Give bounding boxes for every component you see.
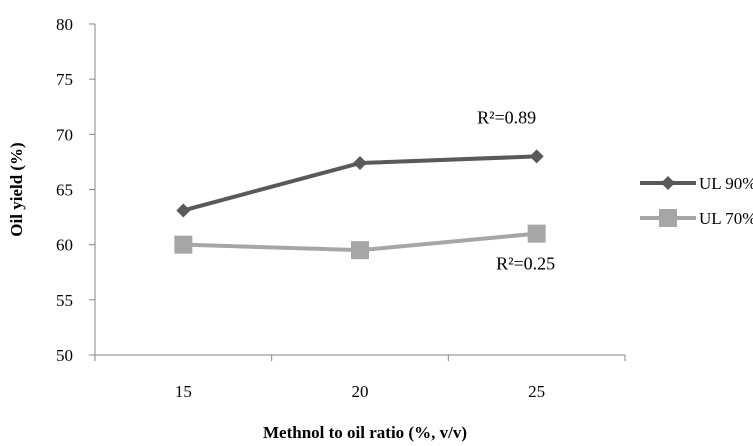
r-squared-label: R²=0.89 [477,107,536,127]
y-tick-label: 60 [56,236,73,255]
legend-marker [661,176,675,190]
y-axis-title: Oil yield (%) [7,142,26,236]
y-tick-label: 55 [56,291,73,310]
y-axis-ticks: 50 55 60 65 70 75 80 [56,15,95,365]
series-2 [174,224,546,260]
data-point [176,203,191,218]
x-tick-label: 15 [175,382,192,401]
y-tick-label: 75 [56,70,73,89]
data-point [527,224,546,243]
legend: UL 90% UL 70% [640,174,753,228]
x-tick-label: 20 [352,382,369,401]
legend-label: UL 70% [699,209,753,228]
x-axis-ticks: 15 20 25 [94,355,626,401]
x-tick-label: 25 [528,382,545,401]
series-1 [176,149,544,218]
data-point [353,156,367,171]
legend-label: UL 90% [699,174,753,193]
axes [94,24,625,356]
y-tick-label: 65 [56,181,73,200]
legend-marker [659,209,677,227]
legend-item: UL 90% [640,174,753,193]
y-tick-label: 80 [56,15,73,34]
data-point [174,235,193,254]
y-tick-label: 70 [56,125,73,144]
y-tick-label: 50 [56,346,73,365]
x-axis-title: Methnol to oil ratio (%, v/v) [263,423,467,442]
data-point [529,149,544,164]
r-squared-label: R²=0.25 [496,254,555,274]
annotation-layer: R²=0.89 R²=0.25 [477,107,555,273]
data-point [351,241,369,260]
legend-item: UL 70% [640,209,753,228]
series-layer [174,149,546,260]
